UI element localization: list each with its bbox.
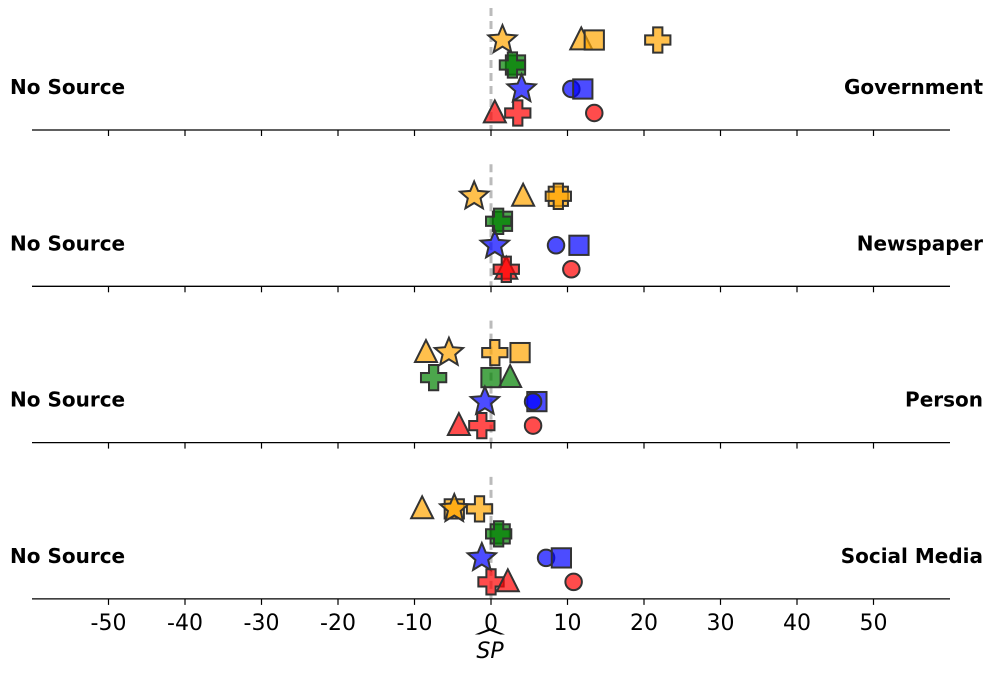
red-circle-marker <box>564 572 583 592</box>
red-circle-marker <box>562 260 581 279</box>
x-tick-label: 10 <box>554 611 582 636</box>
x-axis-label-hat: ^ <box>470 625 511 648</box>
blue-square-marker <box>568 234 590 256</box>
blue-square-marker <box>572 78 594 100</box>
red-triangle-marker <box>446 410 472 437</box>
orange-star-marker <box>437 491 471 524</box>
x-tick-label: -30 <box>244 611 280 636</box>
red-plus-marker <box>468 411 496 440</box>
x-tick-label: 50 <box>860 611 888 636</box>
panel-3: No Source Person <box>10 320 983 449</box>
left-label: No Source <box>10 75 125 99</box>
orange-star-marker <box>432 335 466 367</box>
blue-star-marker <box>465 540 499 573</box>
orange-plus-marker <box>465 495 494 523</box>
green-square-marker <box>480 366 502 389</box>
x-tick-label: 20 <box>630 611 658 636</box>
orange-plus-marker <box>481 338 509 367</box>
right-label: Government <box>844 75 984 99</box>
green-plus-marker <box>498 51 527 79</box>
orange-square-marker <box>583 29 605 51</box>
orange-square-marker <box>509 341 531 364</box>
red-plus-marker <box>492 255 520 283</box>
blue-star-marker <box>468 384 502 416</box>
x-tick-label: -10 <box>397 611 433 636</box>
panel-1: No Source Government <box>10 8 983 136</box>
x-axis-label: SP <box>476 639 504 664</box>
orange-triangle-marker <box>510 181 536 207</box>
green-plus-marker <box>419 363 448 392</box>
panel-2: No Source Newspaper <box>10 164 983 293</box>
blue-star-marker <box>505 71 539 104</box>
x-tick-label: 0 <box>484 611 498 636</box>
x-tick-label: 30 <box>707 611 735 636</box>
red-plus-marker <box>477 568 505 596</box>
right-label: Newspaper <box>857 231 983 255</box>
orange-star-marker <box>485 22 520 55</box>
blue-star-marker <box>478 227 512 260</box>
x-tick-label: -40 <box>167 611 203 636</box>
green-triangle-marker <box>497 362 523 389</box>
x-tick-label: 40 <box>783 611 811 636</box>
red-triangle-marker <box>495 567 521 593</box>
red-circle-marker <box>585 103 604 123</box>
panel-4: No Source Social Media <box>10 476 983 605</box>
left-label: No Source <box>10 388 125 412</box>
red-triangle-marker <box>482 98 508 124</box>
blue-circle-marker <box>546 236 566 255</box>
left-label: No Source <box>10 231 125 255</box>
left-label: No Source <box>10 544 125 568</box>
right-label: Social Media <box>841 544 983 568</box>
orange-plus-marker <box>544 182 572 210</box>
orange-triangle-marker <box>413 337 439 364</box>
green-plus-marker <box>485 520 513 548</box>
x-tick-label: -20 <box>320 611 356 636</box>
red-circle-marker <box>523 416 543 435</box>
orange-triangle-marker <box>409 494 435 520</box>
right-label: Person <box>905 388 983 412</box>
blue-square-marker <box>550 547 573 569</box>
orange-star-marker <box>457 178 491 211</box>
green-plus-marker <box>485 207 513 235</box>
x-tick-label: -50 <box>91 611 127 636</box>
x-axis: -50 -40 -30 -20 -10 0 10 20 30 40 50 <box>91 611 888 636</box>
blue-circle-marker <box>523 392 543 411</box>
orange-plus-marker <box>644 26 672 54</box>
red-plus-marker <box>504 99 532 127</box>
